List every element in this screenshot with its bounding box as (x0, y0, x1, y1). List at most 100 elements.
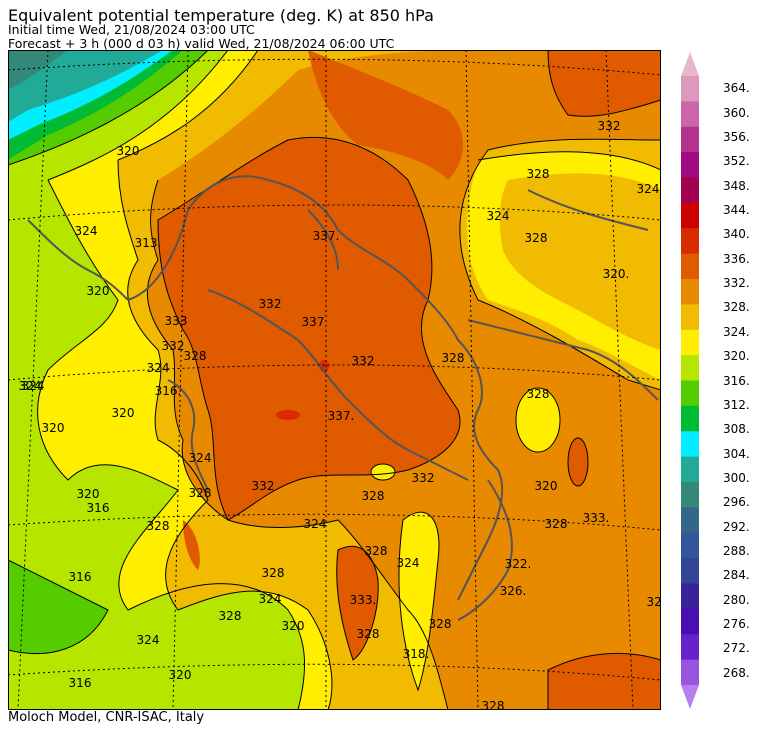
colorbar-tick-label: 320. (723, 349, 750, 364)
field-304 (8, 50, 163, 122)
coastline (167, 379, 209, 491)
colorbar-swatch (681, 279, 699, 305)
contour-label: 328 (647, 595, 661, 609)
colorbar-tick-label: 280. (723, 592, 750, 607)
contour-label: 328 (527, 167, 550, 181)
colorbar-swatch (681, 304, 699, 331)
colorbar-tick-label: 340. (723, 227, 750, 242)
contour-labels: 320324313.320333332328324316.32032032433… (19, 119, 661, 710)
graticule (8, 50, 661, 710)
contour-line (8, 50, 209, 166)
contour-label: 333. (583, 511, 610, 525)
map-canvas: 320324313.320333332328324316.32032032433… (8, 50, 661, 710)
colorbar-tick-label: 308. (723, 422, 750, 437)
contour-line (157, 136, 461, 521)
contour-label: 328 (362, 489, 385, 503)
contour-label: 320 (87, 284, 110, 298)
contour-label: 322. (505, 557, 532, 571)
colorbar-swatch (681, 532, 699, 559)
colorbar-swatch (681, 608, 699, 635)
colorbar-swatch (681, 152, 699, 178)
colorbar-swatch (681, 101, 699, 128)
contour-label: 337 (302, 315, 325, 329)
coastline (207, 289, 469, 481)
colorbar-swatch (681, 380, 699, 407)
colorbar-tick-label: 344. (723, 202, 750, 217)
colorbar-tick-label: 332. (723, 276, 750, 291)
field-336-cell (568, 438, 588, 486)
forecast-valid-label: Forecast + 3 h (000 d 03 h) valid Wed, 2… (8, 36, 395, 51)
colorbar-tick-label: 268. (723, 665, 750, 680)
colorbar-canvas (681, 52, 699, 709)
colorbar-swatch (681, 507, 699, 534)
contour-label: 328 (429, 617, 452, 631)
contour-label: 328 (262, 566, 285, 580)
contour-label: 324 (147, 361, 170, 375)
colorbar-tick-label: 352. (723, 154, 750, 169)
contour-label: 320 (117, 144, 140, 158)
contour-label: 324 (189, 451, 212, 465)
contour-label: 337. (313, 229, 340, 243)
coastline (457, 479, 513, 621)
contour-label: 333. (350, 593, 377, 607)
contour-label: 332 (412, 471, 435, 485)
contour-line (336, 545, 379, 661)
model-credit: Moloch Model, CNR-ISAC, Italy (8, 710, 205, 725)
contour-label: 332 (352, 354, 375, 368)
field-324-pocket (516, 388, 560, 452)
contour-label: 320 (282, 619, 305, 633)
contour-label: 324 (304, 517, 327, 531)
contour-label: 320 (112, 406, 135, 420)
contour-label: 328 (482, 699, 505, 710)
colorbar-tick-label: 316. (723, 373, 750, 388)
field-340-cell (276, 410, 300, 420)
initial-time-label: Initial time Wed, 21/08/2024 03:00 UTC (8, 22, 255, 37)
contour-label: 332 (259, 297, 282, 311)
contour-label: 328 (189, 486, 212, 500)
contour-label: 324 (137, 633, 160, 647)
contour-line (47, 50, 229, 181)
field-324-pocket-2 (371, 464, 395, 480)
colorbar-tick-label: 356. (723, 129, 750, 144)
graticule-line (172, 50, 189, 710)
contour-label: 316 (69, 570, 92, 584)
coastline (127, 175, 504, 601)
graticule-line (465, 50, 479, 710)
colorbar-swatch (681, 329, 699, 356)
colorbar (675, 48, 760, 713)
field-336-ne (548, 50, 661, 117)
contour-label: 320 (169, 668, 192, 682)
contour-label: 313. (135, 236, 162, 250)
colorbar-swatch (681, 355, 699, 381)
contour-label: 328 (545, 517, 568, 531)
colorbar-tick-label: 276. (723, 617, 750, 632)
coastline (27, 219, 129, 301)
colorbar-tick-label: 272. (723, 641, 750, 656)
colorbar-tick-label: 300. (723, 470, 750, 485)
colorbar-swatch (681, 126, 699, 153)
colorbar-tick-label: 284. (723, 568, 750, 583)
colorbar-swatch (681, 177, 699, 204)
contour-label: 316. (155, 384, 182, 398)
contour-label: 328 (365, 544, 388, 558)
contour-line (398, 511, 440, 692)
colorbar-tick-label: 296. (723, 495, 750, 510)
contour-label: 320. (603, 267, 630, 281)
colorbar-swatch (681, 76, 699, 102)
coastline (307, 209, 339, 271)
contour-line (515, 387, 561, 453)
field-336-south (336, 546, 379, 660)
contour-label: 320 (42, 421, 65, 435)
colorbar-swatch (681, 482, 699, 508)
colorbar-swatch (681, 405, 699, 432)
contour-label: 324 (22, 379, 45, 393)
field-336-north (308, 50, 463, 180)
colorbar-swatch (681, 583, 699, 610)
contour-label: 316 (87, 501, 110, 515)
border (467, 319, 659, 401)
contour-label: 337. (328, 409, 355, 423)
contour-label: 328 (357, 627, 380, 641)
colorbar-swatch (681, 558, 699, 584)
graticule-line (17, 50, 49, 710)
contour-label: 332 (598, 119, 621, 133)
